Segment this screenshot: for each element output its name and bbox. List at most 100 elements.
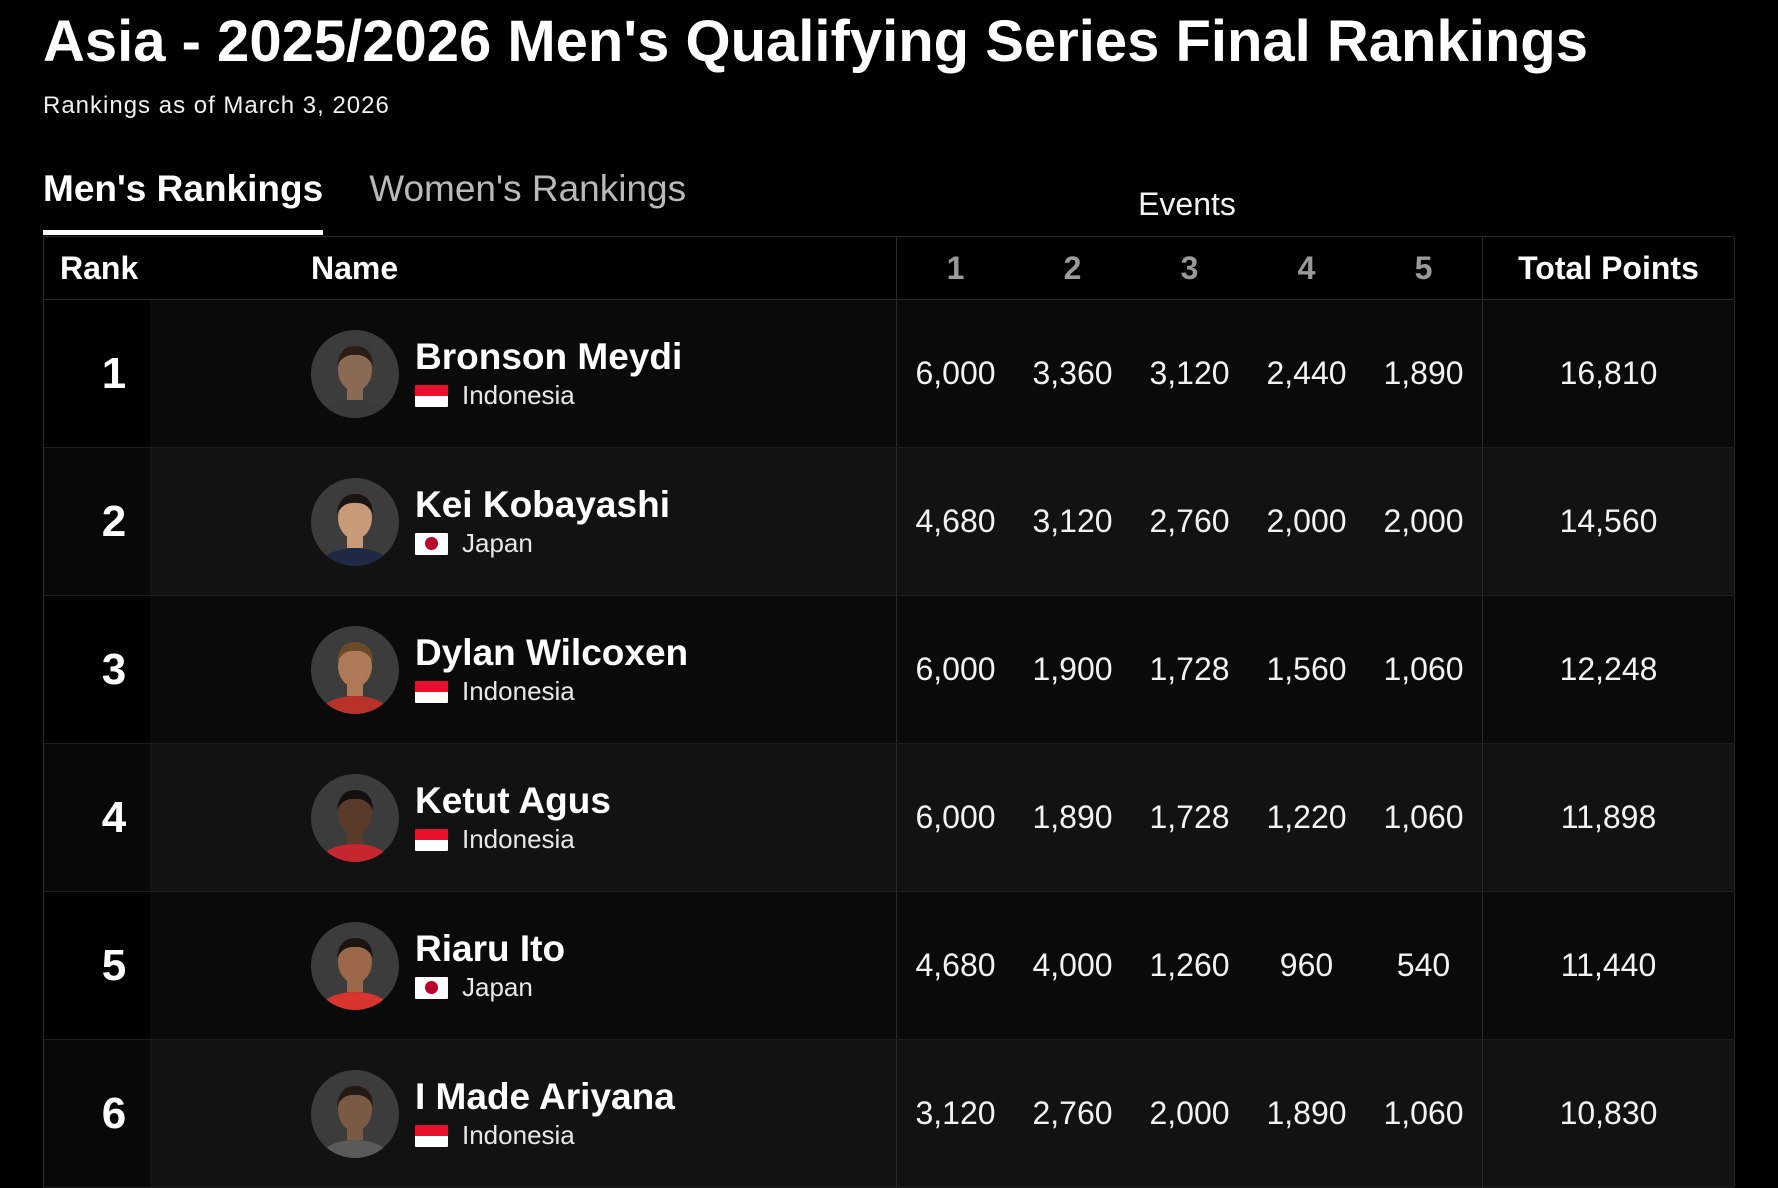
event-2-points-cell: 3,120 [1032,503,1113,539]
table-row[interactable]: 4 Ketut Agus Indonesia 6,000 1,890 1,728 1,220… [44,744,1735,892]
rank-cell: 6 [44,1040,150,1187]
event-5-points-cell: 1,060 [1383,799,1464,835]
event-points: 6,000 3,360 3,120 2,440 1,890 [896,300,1483,447]
country-name: Japan [462,528,533,558]
athlete-avatar [311,477,399,566]
country-name: Indonesia [462,676,575,706]
athlete-country: Indonesia [415,1120,675,1151]
indonesia-flag-icon [415,384,448,407]
japan-flag-icon [415,976,448,999]
event-4-points-cell: 1,890 [1266,1095,1347,1131]
athlete-cell: Ketut Agus Indonesia [311,744,896,891]
event-3-points-cell: 1,728 [1149,799,1230,835]
event-points: 4,680 4,000 1,260 960 540 [896,892,1483,1039]
event-points: 6,000 1,900 1,728 1,560 1,060 [896,596,1483,743]
event-5-points-cell: 2,000 [1383,503,1464,539]
athlete-avatar [311,773,399,862]
total-points-cell: 11,898 [1483,744,1735,891]
athlete-country: Indonesia [415,824,611,855]
event-1-points-cell: 4,680 [915,503,996,539]
name-column-header: Name [311,249,399,286]
table-row[interactable]: 1 Bronson Meydi Indonesia 6,000 3,360 3,120 2,… [44,300,1735,448]
event-3-points-cell: 1,260 [1149,947,1230,983]
rankings-table: Rank Name 1 2 3 4 5 Total Points 1 Bronso… [43,236,1735,1188]
rank-cell: 2 [44,448,150,595]
event-1-points-cell: 4,680 [915,947,996,983]
event-2-points-cell: 1,900 [1032,651,1113,687]
event-1-points-cell: 6,000 [915,355,996,391]
country-name: Japan [462,972,533,1002]
event-2-points-cell: 4,000 [1032,947,1113,983]
rank-cell: 1 [44,300,150,447]
event-2-points-cell: 3,360 [1032,355,1113,391]
rankings-tabs: Men's Rankings Women's Rankings [43,165,732,237]
event-points: 6,000 1,890 1,728 1,220 1,060 [896,744,1483,891]
indonesia-flag-icon [415,1124,448,1147]
table-row[interactable]: 5 Riaru Ito Japan 4,680 4,000 1,260 960 540 11,4… [44,892,1735,1040]
page-title: Asia - 2025/2026 Men's Qualifying Series… [43,9,1588,74]
event-5-column-header: 5 [1414,249,1433,286]
event-4-points-cell: 1,560 [1266,651,1347,687]
event-4-points-cell: 960 [1279,947,1334,983]
total-points-cell: 16,810 [1483,300,1735,447]
japan-flag-icon [415,532,448,555]
event-3-points-cell: 1,728 [1149,651,1230,687]
event-3-column-header: 3 [1180,249,1199,286]
event-3-points-cell: 3,120 [1149,355,1230,391]
events-group-label: Events [1138,186,1236,222]
indonesia-flag-icon [415,680,448,703]
rank-column-header: Rank [60,249,139,286]
event-4-points-cell: 2,440 [1266,355,1347,391]
athlete-avatar [311,921,399,1010]
athlete-name[interactable]: Ketut Agus [415,780,611,821]
events-column-headers: 1 2 3 4 5 [896,237,1483,299]
athlete-country: Indonesia [415,676,688,707]
event-2-column-header: 2 [1063,249,1082,286]
rank-cell: 4 [44,744,150,891]
athlete-cell: Riaru Ito Japan [311,892,896,1039]
event-4-points-cell: 1,220 [1266,799,1347,835]
event-3-points-cell: 2,000 [1149,1095,1230,1131]
event-2-points-cell: 2,760 [1032,1095,1113,1131]
total-points-cell: 10,830 [1483,1040,1735,1187]
event-5-points-cell: 540 [1396,947,1451,983]
athlete-name[interactable]: I Made Ariyana [415,1076,675,1117]
athlete-country: Japan [415,972,565,1003]
event-points: 3,120 2,760 2,000 1,890 1,060 [896,1040,1483,1187]
event-5-points-cell: 1,060 [1383,651,1464,687]
event-2-points-cell: 1,890 [1032,799,1113,835]
athlete-avatar [311,625,399,714]
athlete-cell: Bronson Meydi Indonesia [311,300,896,447]
table-row[interactable]: 3 Dylan Wilcoxen Indonesia 6,000 1,900 1,728 1… [44,596,1735,744]
athlete-name[interactable]: Kei Kobayashi [415,484,670,525]
table-body: 1 Bronson Meydi Indonesia 6,000 3,360 3,120 2,… [44,300,1735,1188]
event-4-points-cell: 2,000 [1266,503,1347,539]
athlete-cell: Kei Kobayashi Japan [311,448,896,595]
athlete-name[interactable]: Dylan Wilcoxen [415,632,689,673]
country-name: Indonesia [462,380,575,410]
event-1-points-cell: 3,120 [915,1095,996,1131]
country-name: Indonesia [462,1120,575,1150]
athlete-cell: I Made Ariyana Indonesia [311,1040,896,1187]
tab-womens-rankings[interactable]: Women's Rankings [369,168,687,209]
country-name: Indonesia [462,824,575,854]
tab-mens-rankings[interactable]: Men's Rankings [43,165,324,237]
event-1-points-cell: 6,000 [915,799,996,835]
event-5-points-cell: 1,890 [1383,355,1464,391]
rankings-date: Rankings as of March 3, 2026 [43,92,390,119]
athlete-name[interactable]: Riaru Ito [415,928,566,969]
table-row[interactable]: 6 I Made Ariyana Indonesia 3,120 2,760 2,000 1… [44,1040,1735,1188]
total-points-cell: 14,560 [1483,448,1735,595]
athlete-name[interactable]: Bronson Meydi [415,336,683,377]
total-points-cell: 11,440 [1483,892,1735,1039]
table-row[interactable]: 2 Kei Kobayashi Japan 4,680 3,120 2,760 2,000 2… [44,448,1735,596]
athlete-country: Indonesia [415,380,682,411]
event-1-points-cell: 6,000 [915,651,996,687]
event-3-points-cell: 2,760 [1149,503,1230,539]
athlete-avatar [311,329,399,418]
indonesia-flag-icon [415,828,448,851]
total-points-cell: 12,248 [1483,596,1735,743]
athlete-cell: Dylan Wilcoxen Indonesia [311,596,896,743]
athlete-avatar [311,1069,399,1158]
event-4-column-header: 4 [1297,249,1316,286]
